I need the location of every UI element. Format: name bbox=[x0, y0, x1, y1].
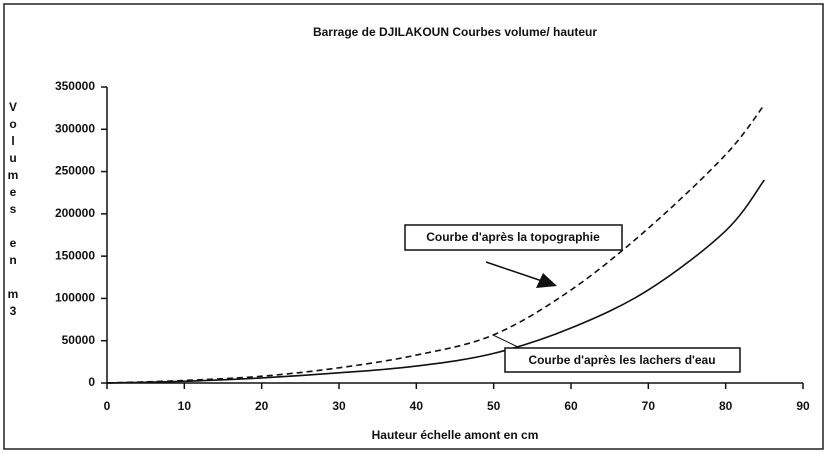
arrow-head bbox=[536, 273, 557, 288]
y-tick-label: 350000 bbox=[55, 79, 95, 93]
y-tick-label: 0 bbox=[88, 375, 95, 389]
y-tick-label: 250000 bbox=[55, 164, 95, 178]
series-line bbox=[106, 179, 765, 384]
annotation: Courbe d'après la topographie bbox=[426, 230, 600, 244]
annotation-box bbox=[504, 347, 741, 373]
chart-title: Barrage de DJILAKOUN Courbes volume/ hau… bbox=[313, 25, 597, 39]
y-tick-label: 200000 bbox=[55, 206, 95, 220]
x-tick-label: 30 bbox=[332, 399, 346, 413]
x-tick-label: 90 bbox=[796, 399, 810, 413]
x-tick-label: 70 bbox=[642, 399, 656, 413]
annotation-arrow bbox=[485, 261, 546, 283]
y-tick-label: 100000 bbox=[55, 291, 95, 305]
annotation-box bbox=[404, 224, 623, 251]
annotation: Courbe d'après les lachers d'eau bbox=[528, 353, 715, 367]
y-tick-label: 50000 bbox=[62, 333, 96, 347]
x-axis-label: Hauteur échelle amont en cm bbox=[372, 428, 539, 442]
x-tick-label: 50 bbox=[487, 399, 501, 413]
y-axis-label: Volumes en m3 bbox=[6, 100, 20, 321]
x-tick-label: 0 bbox=[104, 399, 111, 413]
frame bbox=[3, 3, 824, 450]
x-tick-label: 10 bbox=[178, 399, 192, 413]
x-tick-label: 80 bbox=[719, 399, 733, 413]
x-tick-label: 20 bbox=[255, 399, 269, 413]
x-tick-label: 40 bbox=[410, 399, 424, 413]
series-line bbox=[106, 104, 765, 384]
y-tick-label: 300000 bbox=[55, 121, 95, 135]
annotation-pointer bbox=[492, 334, 521, 349]
x-tick-label: 60 bbox=[564, 399, 578, 413]
y-tick-label: 150000 bbox=[55, 248, 95, 262]
